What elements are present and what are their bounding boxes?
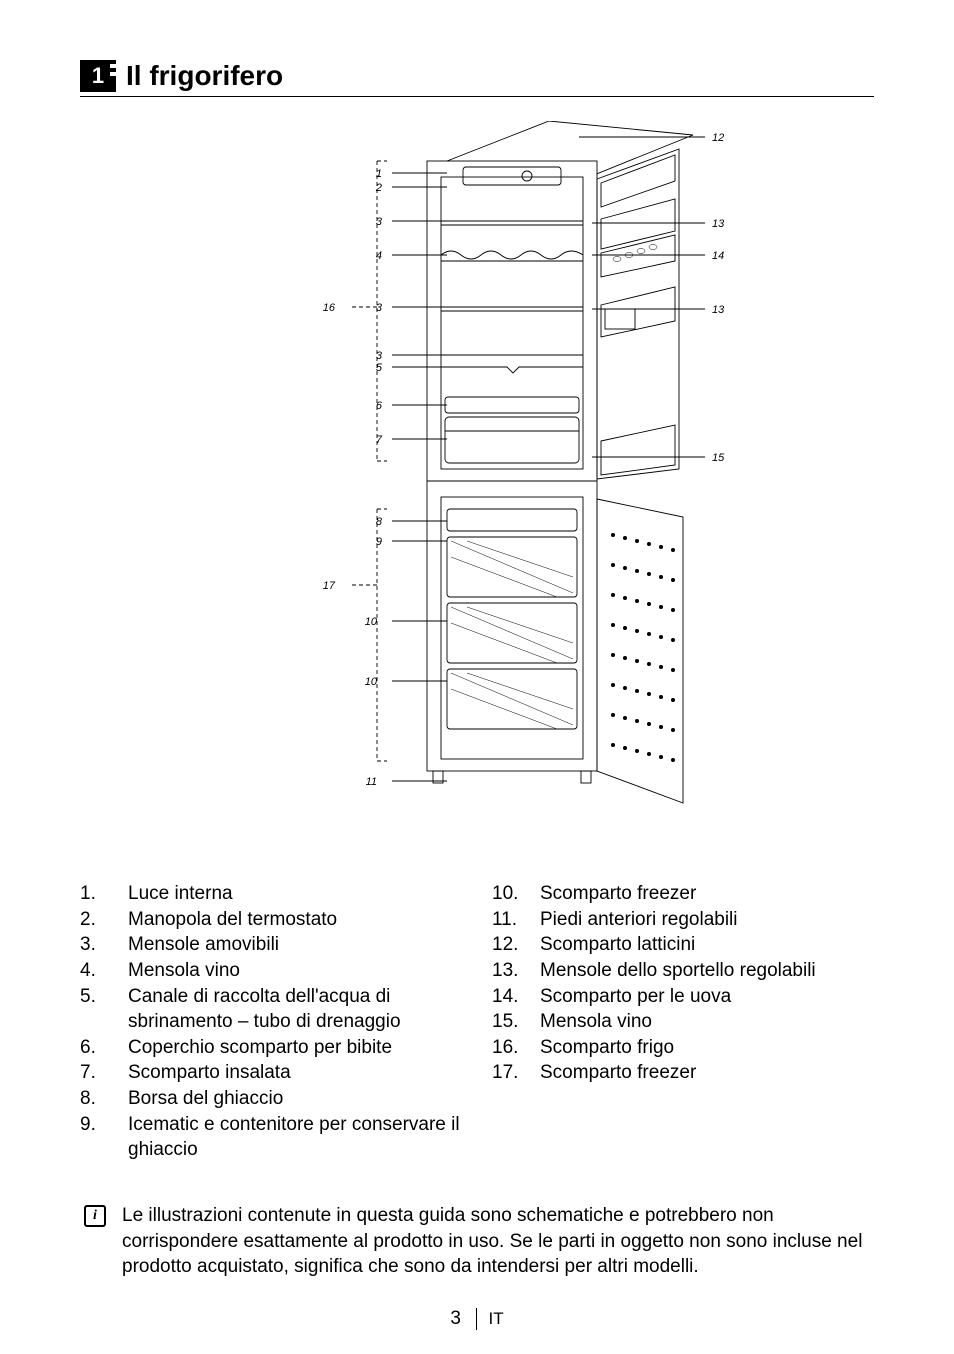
page-number: 3 <box>450 1308 461 1329</box>
parts-item-number: 2. <box>80 907 128 933</box>
parts-item-number: 16. <box>492 1035 540 1061</box>
svg-text:6: 6 <box>376 400 383 412</box>
parts-item-number: 5. <box>80 984 128 1035</box>
parts-item: 17.Scomparto freezer <box>492 1060 874 1086</box>
parts-item: 3.Mensole amovibili <box>80 932 462 958</box>
parts-item: 16.Scomparto frigo <box>492 1035 874 1061</box>
info-icon: i <box>84 1205 106 1227</box>
parts-item: 11.Piedi anteriori regolabili <box>492 907 874 933</box>
parts-item-text: Scomparto freezer <box>540 1060 874 1086</box>
parts-item-number: 9. <box>80 1112 128 1163</box>
parts-item: 6.Coperchio scomparto per bibite <box>80 1035 462 1061</box>
svg-text:7: 7 <box>376 434 383 446</box>
parts-item-number: 7. <box>80 1060 128 1086</box>
parts-item-text: Scomparto frigo <box>540 1035 874 1061</box>
parts-item: 15.Mensola vino <box>492 1009 874 1035</box>
parts-item-number: 3. <box>80 932 128 958</box>
svg-text:16: 16 <box>323 302 336 314</box>
svg-text:10: 10 <box>365 616 378 628</box>
section-number-box: 1 <box>80 60 116 92</box>
parts-item-text: Scomparto latticini <box>540 932 874 958</box>
parts-item-text: Borsa del ghiaccio <box>128 1086 462 1112</box>
parts-item-text: Mensola vino <box>128 958 462 984</box>
svg-text:3: 3 <box>376 302 383 314</box>
parts-item-text: Mensole amovibili <box>128 932 462 958</box>
svg-text:15: 15 <box>712 452 725 464</box>
parts-col-left: 1.Luce interna2.Manopola del termostato3… <box>80 881 462 1163</box>
parts-item-text: Icematic e contenitore per conservare il… <box>128 1112 462 1163</box>
parts-item: 14.Scomparto per le uova <box>492 984 874 1010</box>
parts-item-text: Piedi anteriori regolabili <box>540 907 874 933</box>
svg-text:9: 9 <box>376 536 382 548</box>
svg-text:12: 12 <box>712 132 724 144</box>
parts-item: 4.Mensola vino <box>80 958 462 984</box>
svg-text:11: 11 <box>366 776 377 788</box>
svg-text:3: 3 <box>376 350 383 362</box>
parts-item-number: 6. <box>80 1035 128 1061</box>
parts-item-number: 17. <box>492 1060 540 1086</box>
parts-item-text: Scomparto per le uova <box>540 984 874 1010</box>
section-title: Il frigorifero <box>126 60 283 92</box>
note-text: Le illustrazioni contenute in questa gui… <box>122 1203 874 1280</box>
parts-item-number: 4. <box>80 958 128 984</box>
parts-item-text: Mensole dello sportello regolabili <box>540 958 874 984</box>
parts-item-number: 13. <box>492 958 540 984</box>
parts-item: 8.Borsa del ghiaccio <box>80 1086 462 1112</box>
parts-item: 12.Scomparto latticini <box>492 932 874 958</box>
footer-separator <box>476 1308 477 1330</box>
parts-item-text: Manopola del termostato <box>128 907 462 933</box>
fridge-diagram: 1234316356789171010111213141315 <box>227 121 727 841</box>
parts-item: 5.Canale di raccolta dell'acqua di sbrin… <box>80 984 462 1035</box>
section-number: 1 <box>92 63 104 89</box>
parts-item-text: Coperchio scomparto per bibite <box>128 1035 462 1061</box>
svg-text:1: 1 <box>376 168 382 180</box>
parts-item-text: Scomparto freezer <box>540 881 874 907</box>
parts-item-text: Luce interna <box>128 881 462 907</box>
parts-item-number: 8. <box>80 1086 128 1112</box>
parts-item: 13.Mensole dello sportello regolabili <box>492 958 874 984</box>
parts-item: 1.Luce interna <box>80 881 462 907</box>
note-row: i Le illustrazioni contenute in questa g… <box>80 1203 874 1280</box>
svg-text:5: 5 <box>376 362 383 374</box>
parts-col-right: 10.Scomparto freezer11.Piedi anteriori r… <box>492 881 874 1163</box>
svg-text:13: 13 <box>712 218 725 230</box>
page-language: IT <box>489 1309 504 1328</box>
parts-item-number: 14. <box>492 984 540 1010</box>
parts-item-text: Mensola vino <box>540 1009 874 1035</box>
parts-item-number: 15. <box>492 1009 540 1035</box>
parts-item-number: 10. <box>492 881 540 907</box>
svg-text:8: 8 <box>376 516 383 528</box>
svg-text:2: 2 <box>375 182 382 194</box>
svg-text:14: 14 <box>712 250 724 262</box>
section-header: 1 Il frigorifero <box>80 60 874 97</box>
parts-item: 2.Manopola del termostato <box>80 907 462 933</box>
svg-text:4: 4 <box>376 250 382 262</box>
diagram-container: 1234316356789171010111213141315 <box>80 121 874 841</box>
parts-item-text: Canale di raccolta dell'acqua di sbrinam… <box>128 984 462 1035</box>
svg-text:3: 3 <box>376 216 383 228</box>
parts-item: 10.Scomparto freezer <box>492 881 874 907</box>
svg-text:10: 10 <box>365 676 378 688</box>
svg-text:13: 13 <box>712 304 725 316</box>
parts-item: 7.Scomparto insalata <box>80 1060 462 1086</box>
parts-item-number: 12. <box>492 932 540 958</box>
svg-text:17: 17 <box>323 580 336 592</box>
parts-columns: 1.Luce interna2.Manopola del termostato3… <box>80 881 874 1163</box>
parts-item-number: 1. <box>80 881 128 907</box>
parts-item-text: Scomparto insalata <box>128 1060 462 1086</box>
page-footer: 3 IT <box>0 1308 954 1330</box>
parts-item: 9.Icematic e contenitore per conservare … <box>80 1112 462 1163</box>
parts-item-number: 11. <box>492 907 540 933</box>
